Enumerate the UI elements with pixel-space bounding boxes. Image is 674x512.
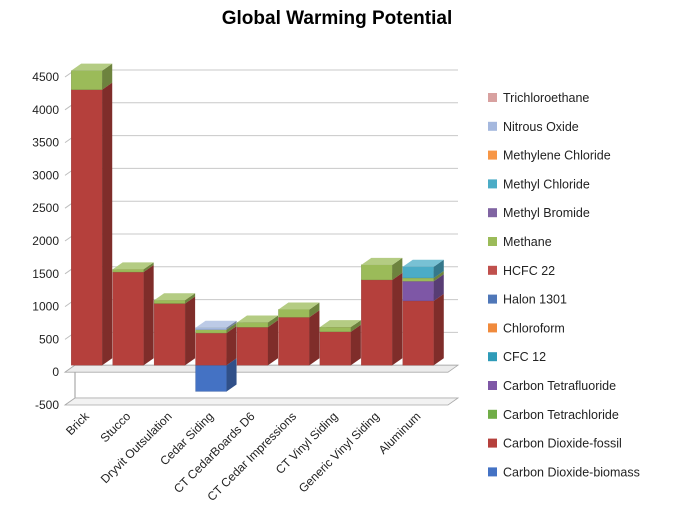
legend-item: Carbon Tetrachloride [488,408,619,422]
legend-swatch [488,323,497,333]
legend-label: Carbon Tetrafluoride [503,379,616,393]
legend-swatch [488,150,497,160]
legend-layer: Trichloroethane Nitrous Oxide Methylene Ch… [488,91,640,479]
legend-swatch [488,93,497,102]
legend-label: Trichloroethane [503,91,589,105]
legend-swatch [488,265,497,275]
bar-segment [195,320,237,330]
legend-item: Methane [488,235,552,249]
legend-item: Methyl Bromide [488,206,590,220]
x-tick-label: Stucco [97,409,133,445]
legend-item: Carbon Dioxide-fossil [488,437,622,451]
x-tick-label: Dryvit Outsulation [98,409,175,486]
legend-label: CFC 12 [503,350,546,364]
bar-layer [71,63,444,392]
legend-label: Chloroform [503,321,565,335]
bar-segment [278,302,320,318]
bottom-floor [63,397,460,406]
y-tick-label: 0 [52,365,59,379]
legend-swatch [488,179,497,189]
y-tick-label: -500 [35,398,59,412]
legend-label: Carbon Dioxide-biomass [503,465,640,479]
legend-label: HCFC 22 [503,264,555,278]
legend-label: Carbon Tetrachloride [503,408,619,422]
legend-label: Halon 1301 [503,293,567,307]
bar-segment [71,82,113,366]
legend-swatch [488,409,497,419]
bar-segment [153,293,196,304]
legend-item: Chloroform [488,321,565,335]
legend-item: CFC 12 [488,350,546,364]
legend-item: HCFC 22 [488,264,555,278]
legend-swatch [488,121,497,131]
bar-segment [402,293,444,366]
bar-segment [153,296,196,366]
legend-item: Methyl Chloride [488,177,590,191]
bar-segment [112,265,154,366]
x-tick-label: Aluminum [376,409,424,457]
legend-swatch [488,381,497,390]
legend-swatch [488,467,497,477]
y-tick-label: 4500 [32,70,59,84]
bar-segment [71,63,113,90]
legend-label: Carbon Dioxide-fossil [503,437,622,451]
y-tick-label: 2500 [32,201,59,215]
legend-item: Carbon Dioxide-biomass [488,465,640,479]
y-tick-label: 3500 [32,136,59,150]
legend-label: Methyl Chloride [503,177,590,191]
legend-swatch [488,352,497,362]
bar-segment [361,257,403,281]
bar-segment [402,259,444,279]
chart-title: Global Warming Potential [221,8,453,29]
legend-item: Nitrous Oxide [488,120,579,134]
legend-label: Methylene Chloride [503,149,611,163]
y-tick-label: 3000 [32,168,59,182]
bar-segment [361,272,403,366]
x-tick-label: Generic Vinyl Siding [296,409,382,495]
y-tick-label: 4000 [32,103,59,117]
y-tick-label: 1500 [32,267,59,281]
x-tick-label: Brick [63,409,92,438]
zero-floor [63,364,460,373]
bar-segment [112,262,154,273]
bar-segment [278,310,320,366]
y-tick-label: 500 [39,332,59,346]
legend-item: Halon 1301 [488,293,567,307]
legend-swatch [488,208,497,218]
legend-swatch [488,237,497,246]
bar-segment [319,320,361,332]
legend-item: Methylene Chloride [488,149,611,163]
y-tick-label: 2000 [32,234,59,248]
legend-swatch [488,438,497,448]
bar-segment [319,324,361,366]
legend-item: Trichloroethane [488,91,589,105]
legend-item: Carbon Tetrafluoride [488,379,616,393]
legend-label: Methane [503,235,552,249]
legend-label: Methyl Bromide [503,206,590,220]
bar-segment [236,315,278,328]
legend-swatch [488,294,497,304]
legend-label: Nitrous Oxide [503,120,579,134]
y-tick-label: 1000 [32,300,59,314]
